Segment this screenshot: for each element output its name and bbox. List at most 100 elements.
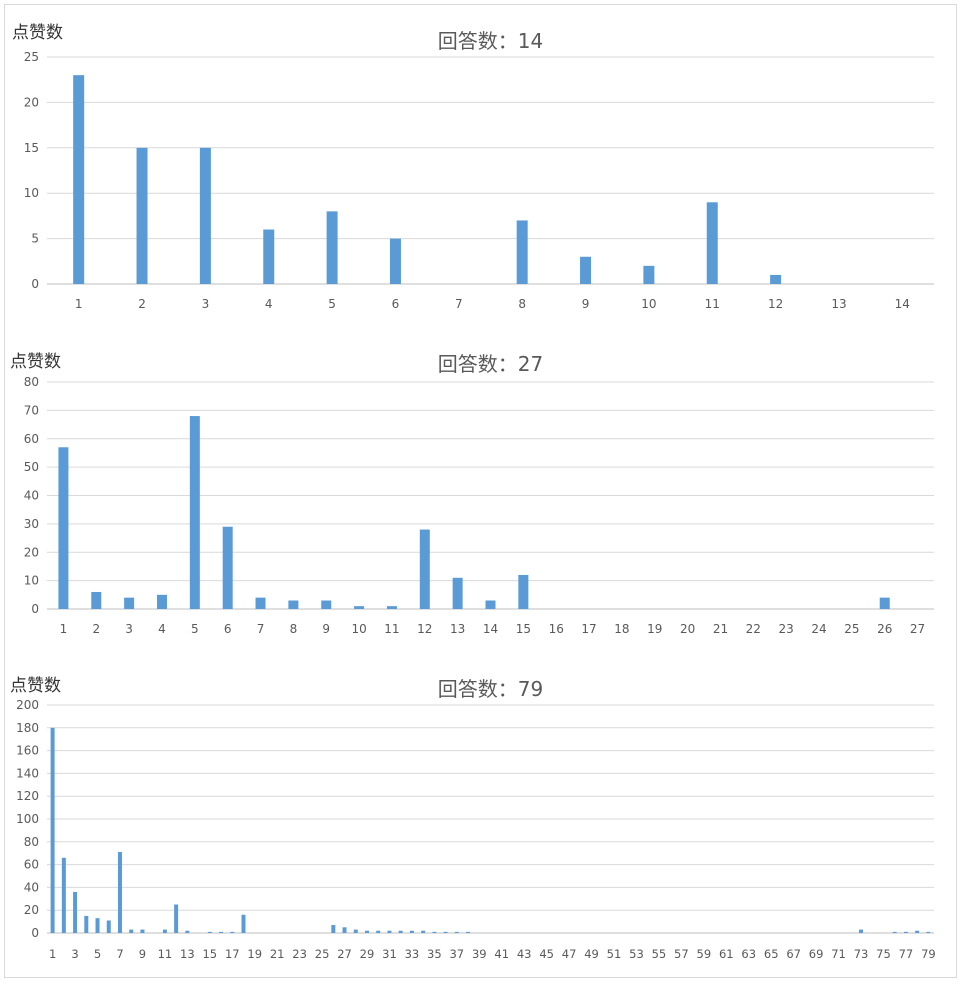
x-tick-label: 19 (647, 622, 662, 636)
x-tick-label: 10 (351, 622, 366, 636)
y-tick-label: 15 (24, 141, 39, 155)
x-tick-label: 59 (697, 947, 712, 961)
x-tick-label: 37 (449, 947, 464, 961)
bar (643, 265, 655, 284)
y-tick-label: 20 (24, 903, 39, 917)
chart-title: 回答数：79 (438, 677, 543, 701)
bar (84, 915, 89, 933)
x-tick-label: 12 (768, 297, 783, 311)
x-tick-label: 79 (921, 947, 936, 961)
y-tick-label: 120 (16, 789, 39, 803)
x-tick-label: 10 (641, 297, 656, 311)
y-tick-label: 0 (31, 277, 39, 291)
bar (342, 927, 347, 933)
bar (140, 929, 145, 933)
bar (892, 931, 897, 933)
x-tick-label: 41 (494, 947, 509, 961)
x-tick-label: 27 (910, 622, 925, 636)
x-tick-label: 18 (614, 622, 629, 636)
y-tick-label: 50 (24, 460, 39, 474)
x-tick-label: 51 (607, 947, 622, 961)
bar (387, 930, 392, 933)
x-tick-label: 8 (518, 297, 526, 311)
x-tick-label: 69 (809, 947, 824, 961)
bar (915, 930, 920, 933)
x-tick-label: 73 (854, 947, 869, 961)
x-tick-label: 22 (746, 622, 761, 636)
x-tick-label: 75 (876, 947, 891, 961)
x-tick-label: 7 (257, 622, 265, 636)
x-tick-label: 25 (315, 947, 330, 961)
bar (432, 931, 437, 933)
bar (326, 211, 338, 284)
x-tick-label: 63 (741, 947, 756, 961)
x-tick-label: 11 (158, 947, 173, 961)
x-tick-label: 13 (180, 947, 195, 961)
y-tick-label: 80 (24, 375, 39, 389)
x-tick-label: 6 (392, 297, 400, 311)
x-tick-label: 21 (713, 622, 728, 636)
x-tick-label: 23 (779, 622, 794, 636)
y-tick-label: 180 (16, 721, 39, 735)
x-tick-label: 2 (92, 622, 100, 636)
y-tick-label: 60 (24, 858, 39, 872)
bar (409, 930, 414, 933)
x-tick-label: 17 (581, 622, 596, 636)
bar (106, 920, 111, 933)
x-tick-label: 57 (674, 947, 689, 961)
bar (73, 891, 78, 933)
bar (879, 597, 890, 609)
x-tick-label: 17 (225, 947, 240, 961)
x-tick-label: 29 (360, 947, 375, 961)
bar (518, 574, 529, 609)
bar (219, 931, 224, 933)
bar (73, 75, 85, 284)
x-tick-label: 35 (427, 947, 442, 961)
bar (222, 526, 233, 609)
bar (61, 857, 66, 933)
y-tick-label: 40 (24, 489, 39, 503)
x-tick-label: 3 (71, 947, 78, 961)
y-tick-label: 10 (24, 186, 39, 200)
x-tick-label: 61 (719, 947, 734, 961)
bar (398, 930, 403, 933)
x-tick-label: 5 (328, 297, 336, 311)
y-tick-label: 60 (24, 432, 39, 446)
x-tick-label: 8 (290, 622, 298, 636)
x-tick-label: 39 (472, 947, 487, 961)
y-tick-label: 25 (24, 50, 39, 64)
x-tick-label: 31 (382, 947, 397, 961)
bar (466, 931, 471, 933)
x-tick-label: 16 (549, 622, 564, 636)
image-frame (4, 4, 957, 978)
bar (926, 931, 931, 933)
bar (321, 600, 332, 609)
bar (580, 256, 592, 284)
x-tick-label: 11 (705, 297, 720, 311)
x-tick-label: 71 (831, 947, 846, 961)
bar (454, 931, 459, 933)
bar (230, 931, 235, 933)
x-tick-label: 12 (417, 622, 432, 636)
bar (50, 727, 55, 933)
x-tick-label: 7 (116, 947, 123, 961)
bar (95, 918, 100, 933)
bar (419, 529, 430, 609)
bar (288, 600, 299, 609)
x-tick-label: 1 (75, 297, 83, 311)
bar (364, 930, 369, 933)
bar (706, 202, 718, 284)
x-tick-label: 67 (786, 947, 801, 961)
bar (443, 931, 448, 933)
bar (421, 930, 426, 933)
x-tick-label: 77 (899, 947, 914, 961)
bar (255, 597, 266, 609)
x-tick-label: 33 (405, 947, 420, 961)
y-tick-label: 160 (16, 744, 39, 758)
x-tick-label: 26 (877, 622, 892, 636)
x-tick-label: 7 (455, 297, 463, 311)
x-tick-label: 23 (292, 947, 307, 961)
